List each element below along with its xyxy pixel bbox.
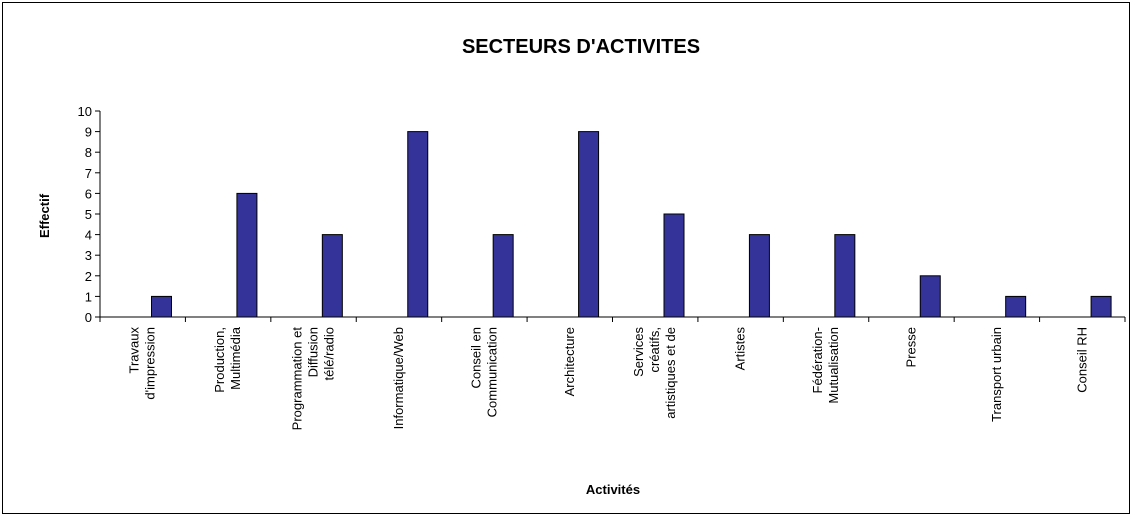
bar	[492, 234, 514, 318]
x-axis-title: Activités	[586, 482, 640, 497]
chart-title: SECTEURS D'ACTIVITES	[462, 36, 700, 58]
y-tick-label: 4	[85, 228, 92, 243]
x-category-label-line: Presse	[903, 327, 918, 367]
x-category-label-line: Communication	[484, 327, 499, 417]
bar	[919, 275, 941, 318]
x-category-label-line: Fédération-	[810, 327, 825, 393]
x-category-label-line: Informatique/Web	[391, 327, 406, 429]
y-tick-label: 2	[85, 269, 92, 284]
x-category-label-line: Programmation et	[290, 327, 305, 431]
bar	[407, 131, 429, 318]
x-category-label-line: Services	[631, 327, 646, 377]
y-tick-label: 5	[85, 207, 92, 222]
bar	[321, 234, 343, 318]
x-category-label-line: Conseil RH	[1074, 327, 1089, 393]
bar	[663, 213, 685, 318]
x-category-label-line: Architecture	[562, 327, 577, 396]
x-category-label-line: télé/radio	[322, 327, 337, 380]
bar	[834, 234, 856, 318]
x-category-label-line: Artistes	[733, 327, 748, 371]
bar	[578, 131, 600, 318]
bar	[748, 234, 770, 318]
y-tick-label: 7	[85, 166, 92, 181]
bar	[1090, 295, 1112, 318]
bar	[151, 295, 172, 318]
x-category-label-line: Mutualisation	[826, 327, 841, 404]
bar-chart: SECTEURS D'ACTIVITES Effectif Activités …	[37, 36, 1126, 497]
x-category-label-line: Production,	[212, 327, 227, 393]
bar	[1005, 295, 1027, 318]
y-tick-label: 1	[85, 289, 92, 304]
x-category-label-line: créatifs,	[647, 327, 662, 373]
bar	[236, 192, 258, 318]
x-category-label-line: Transport urbain	[989, 327, 1004, 422]
x-category-label-line: Travaux	[127, 327, 142, 374]
y-tick-label: 6	[85, 186, 92, 201]
x-category-label-line: artistiques et de	[663, 327, 678, 419]
x-category-label-line: Conseil en	[468, 327, 483, 388]
y-axis-title: Effectif	[37, 193, 52, 238]
x-category-label-line: Diffusion	[306, 327, 321, 377]
y-tick-label: 0	[85, 310, 92, 325]
y-tick-label: 3	[85, 248, 92, 263]
plot-area: 0 1 2 3 4 5 6 7 8 9 10 Travaux d'impression Productio…	[78, 104, 1126, 431]
y-tick-label: 9	[85, 125, 92, 140]
x-category-label-line: d'impression	[143, 327, 158, 400]
y-tick-label: 10	[78, 104, 92, 119]
x-category-label-line: Multimédia	[228, 326, 243, 390]
y-tick-label: 8	[85, 145, 92, 160]
